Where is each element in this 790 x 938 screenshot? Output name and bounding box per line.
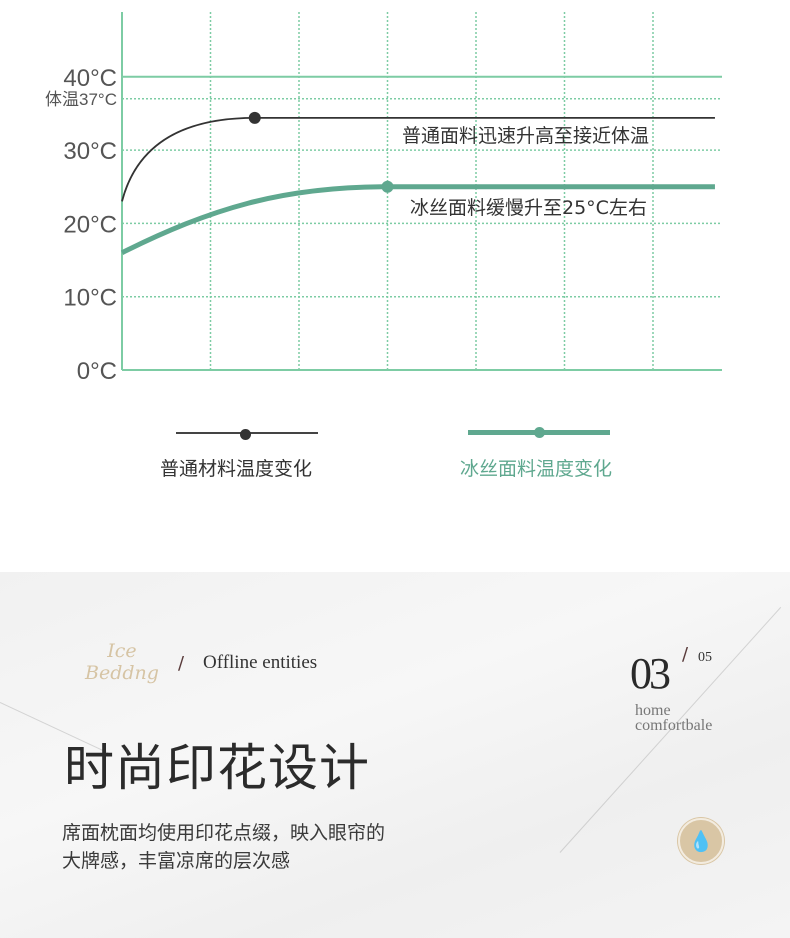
legend-marker xyxy=(534,427,545,438)
page-total: 05 xyxy=(698,650,712,665)
section-description: 席面枕面均使用印花点缀，映入眼帘的 大牌感，丰富凉席的层次感 xyxy=(62,822,386,872)
legend-label: 冰丝面料温度变化 xyxy=(460,458,613,480)
brand-logo: Ice Beddng xyxy=(85,640,159,684)
legend-line-ice xyxy=(468,427,610,438)
y-tick-label: 20°C xyxy=(63,211,117,238)
legend-line-normal xyxy=(176,429,318,440)
section-title: 时尚印花设计 xyxy=(64,739,370,797)
water-drop-icon: 💧 xyxy=(678,818,724,864)
series-line-1 xyxy=(121,116,715,202)
series-marker-2 xyxy=(381,180,394,193)
series-annotation-2: 冰丝面料缓慢升至25°C左右 xyxy=(410,197,647,219)
series-annotation-1: 普通面料迅速升高至接近体温 xyxy=(402,125,649,147)
y-tick-label: 40°C xyxy=(63,65,117,92)
y-tick-label: 体温37°C xyxy=(45,90,117,109)
page-number: 03 xyxy=(630,649,671,698)
series-marker-1 xyxy=(248,111,261,124)
temperature-chart: 0°C 10°C 20°C 30°C 体温37°C40°C 普通面料迅速升高至接近体温冰丝… xyxy=(45,12,722,380)
page-slash: / xyxy=(682,644,689,665)
divider-slash: / xyxy=(178,653,185,674)
y-tick-label: 0°C xyxy=(77,358,117,380)
series-line-2 xyxy=(120,184,715,255)
y-tick-label: 30°C xyxy=(63,138,117,165)
legend-label: 普通材料温度变化 xyxy=(160,458,313,480)
tagline: home comfortbale xyxy=(635,702,713,734)
legend-marker xyxy=(240,429,251,440)
marble-background xyxy=(0,572,790,938)
y-tick-label: 10°C xyxy=(63,285,117,312)
section-subtitle: Offline entities xyxy=(203,652,318,673)
